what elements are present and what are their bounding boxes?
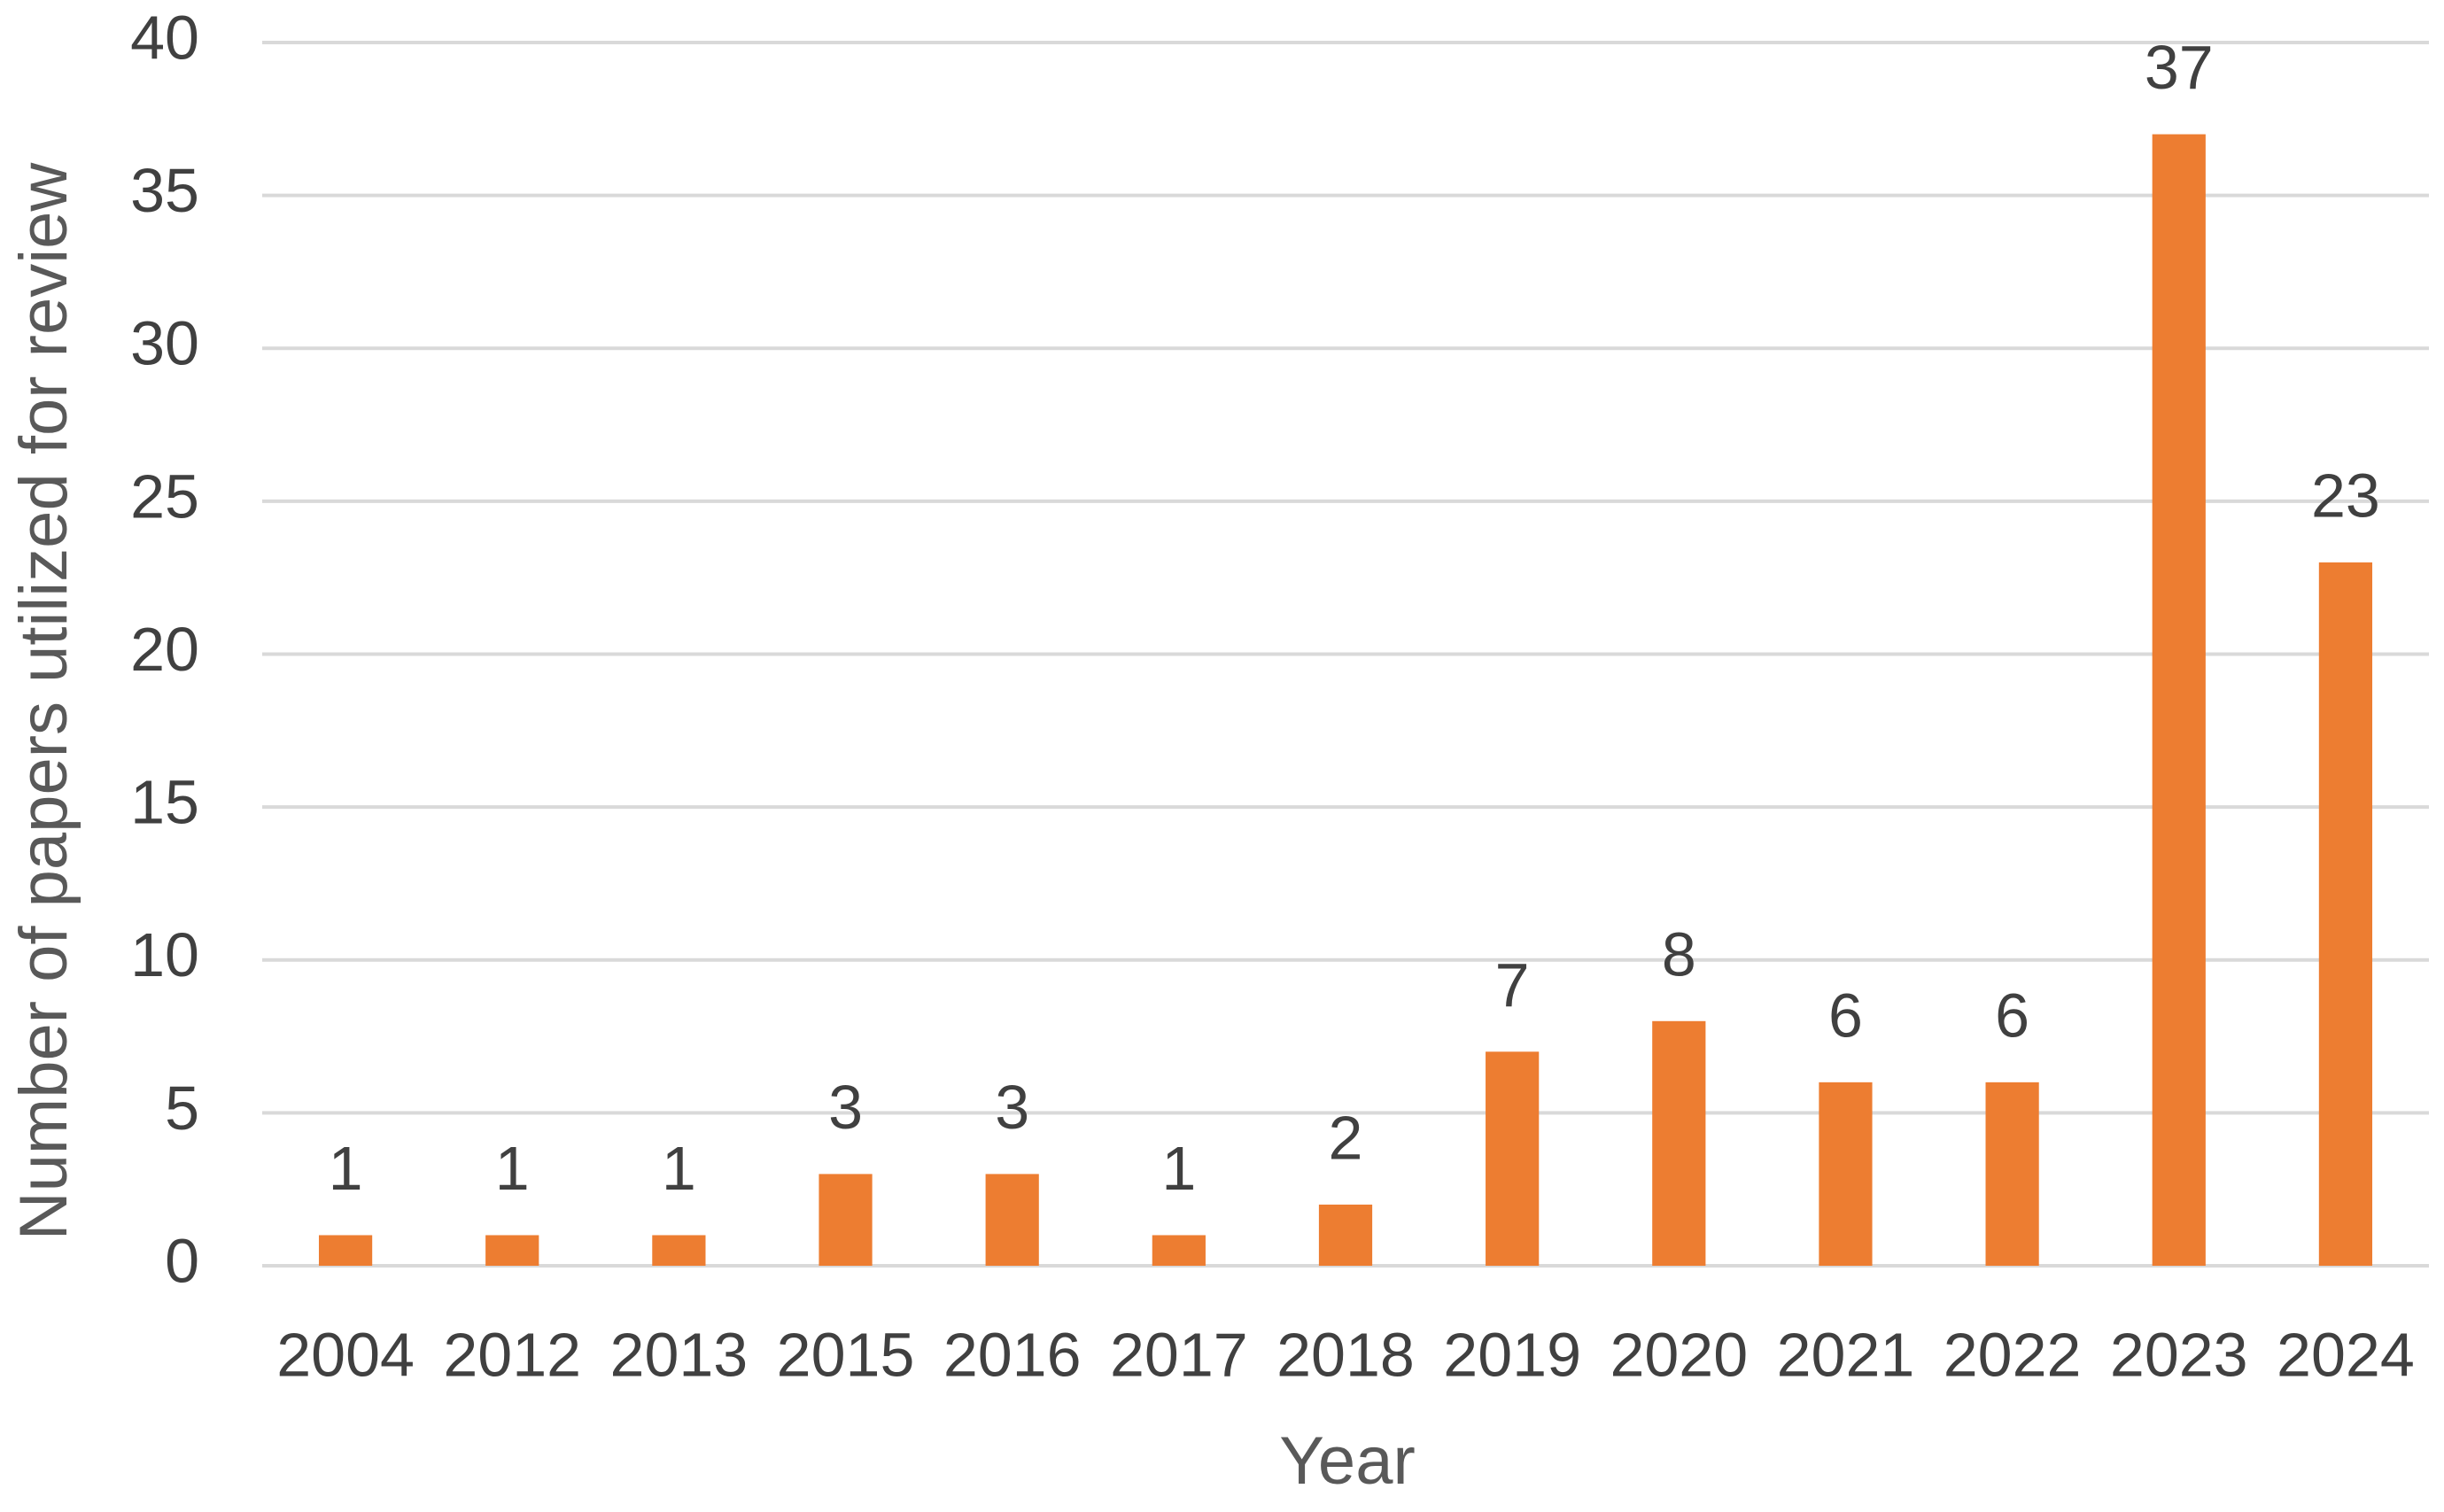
x-tick-label: 2022 xyxy=(1944,1320,2082,1389)
x-tick-label: 2024 xyxy=(2277,1320,2415,1389)
bar xyxy=(2152,134,2206,1267)
data-label: 3 xyxy=(995,1073,1029,1142)
data-label: 3 xyxy=(828,1073,863,1142)
y-axis-title: Number of papers utilized for review xyxy=(6,162,81,1241)
x-tick-label: 2020 xyxy=(1610,1320,1748,1389)
x-tick-label: 2015 xyxy=(777,1320,915,1389)
bar xyxy=(819,1174,873,1266)
y-tick-label: 15 xyxy=(130,768,199,837)
bar xyxy=(1819,1082,1873,1266)
bar xyxy=(1318,1204,1373,1266)
bar xyxy=(1486,1051,1540,1266)
bar xyxy=(1652,1020,1706,1266)
x-tick-label: 2004 xyxy=(276,1320,415,1389)
y-tick-label: 30 xyxy=(130,309,199,378)
x-tick-label: 2016 xyxy=(943,1320,1082,1389)
y-tick-label: 25 xyxy=(130,461,199,531)
y-tick-label: 40 xyxy=(130,3,199,72)
bar xyxy=(1152,1235,1206,1266)
data-label: 1 xyxy=(1161,1134,1196,1203)
bar xyxy=(652,1235,706,1266)
data-label: 1 xyxy=(329,1134,363,1203)
data-label: 6 xyxy=(1828,981,1863,1050)
y-tick-label: 10 xyxy=(130,920,199,989)
x-tick-label: 2021 xyxy=(1777,1320,1915,1389)
x-tick-label: 2023 xyxy=(2110,1320,2248,1389)
data-label: 7 xyxy=(1495,950,1530,1020)
y-tick-label: 0 xyxy=(165,1226,199,1295)
y-tick-label: 20 xyxy=(130,615,199,684)
data-label: 37 xyxy=(2145,33,2214,102)
data-label: 1 xyxy=(495,1134,530,1203)
x-tick-label: 2017 xyxy=(1110,1320,1248,1389)
bar xyxy=(1985,1082,2039,1266)
y-tick-label: 35 xyxy=(130,156,199,225)
x-tick-label: 2018 xyxy=(1276,1320,1415,1389)
x-axis-title: Year xyxy=(1279,1423,1416,1499)
bar xyxy=(318,1235,373,1266)
bar xyxy=(485,1235,539,1266)
data-label: 23 xyxy=(2311,461,2380,530)
data-label: 1 xyxy=(662,1134,696,1203)
data-label: 8 xyxy=(1662,919,1696,989)
data-label: 2 xyxy=(1329,1103,1363,1172)
x-tick-label: 2013 xyxy=(610,1320,749,1389)
x-tick-label: 2012 xyxy=(443,1320,581,1389)
data-label: 6 xyxy=(1995,981,2029,1050)
bar xyxy=(2318,562,2373,1266)
x-tick-label: 2019 xyxy=(1443,1320,1581,1389)
bar xyxy=(985,1174,1039,1266)
y-tick-label: 5 xyxy=(165,1074,199,1143)
